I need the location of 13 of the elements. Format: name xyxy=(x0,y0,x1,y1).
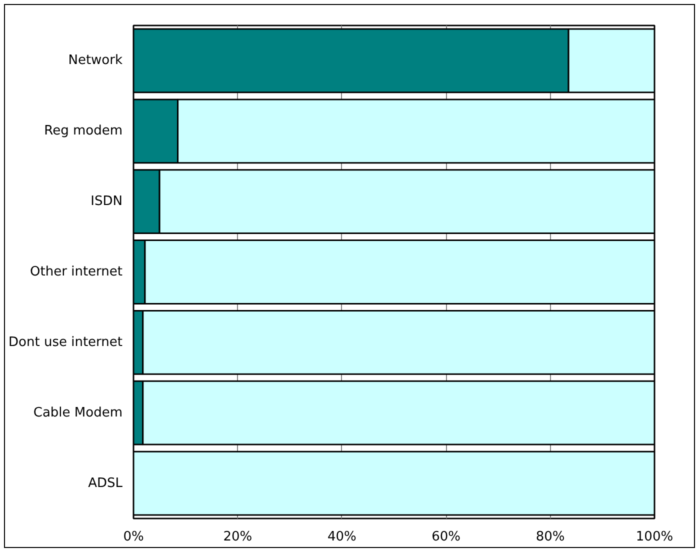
y-tick-label: Network xyxy=(68,53,123,68)
x-tick-label: 60% xyxy=(432,530,461,544)
x-tick-label: 80% xyxy=(536,530,565,544)
x-tick-label: 0% xyxy=(123,530,144,544)
x-tick-label: 20% xyxy=(223,530,252,544)
x-tick-label: 40% xyxy=(327,530,356,544)
y-tick-label: ADSL xyxy=(88,476,124,491)
y-tick-label: ISDN xyxy=(90,194,123,210)
y-tick-label: Other internet xyxy=(30,264,123,280)
x-tick-label: 100% xyxy=(636,530,674,544)
y-tick-label: Reg modem xyxy=(44,124,123,139)
y-tick-label: Dont use internet xyxy=(8,334,123,350)
y-tick-label: Cable Modem xyxy=(33,405,123,420)
